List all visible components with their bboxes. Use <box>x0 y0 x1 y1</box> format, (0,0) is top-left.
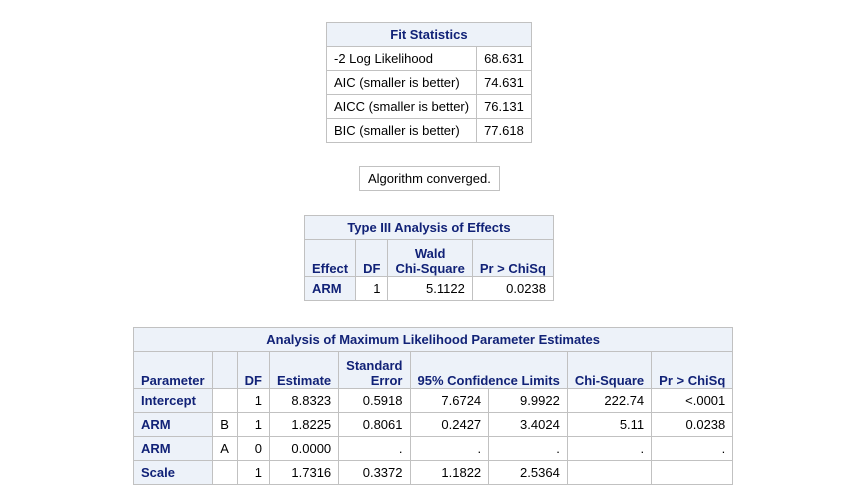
table-row: -2 Log Likelihood 68.631 <box>325 46 532 71</box>
param-level: B <box>211 412 238 437</box>
fit-stat-label: -2 Log Likelihood <box>325 46 478 71</box>
param-name: Scale <box>133 460 213 485</box>
table-row: AICC (smaller is better) 76.131 <box>325 94 532 119</box>
col-header-wald-line1: Wald <box>414 246 446 261</box>
param-p: 0.0238 <box>651 412 734 437</box>
param-se: 0.5918 <box>338 388 411 413</box>
param-ci-lower: 0.2427 <box>409 412 490 437</box>
param-df: 1 <box>236 412 270 437</box>
col-header-parameter: Parameter <box>133 351 213 389</box>
fit-stat-label: AIC (smaller is better) <box>325 70 478 95</box>
param-ci-upper: 9.9922 <box>488 388 568 413</box>
col-header-level <box>211 351 238 389</box>
fit-statistics-table: Fit Statistics -2 Log Likelihood 68.631 … <box>325 22 532 143</box>
col-header-standard-error: Standard Error <box>338 351 411 389</box>
param-ci-upper: 2.5364 <box>488 460 568 485</box>
param-se: . <box>338 436 411 461</box>
param-ci-upper: 3.4024 <box>488 412 568 437</box>
type3-title: Type III Analysis of Effects <box>304 215 554 240</box>
col-header-wald-line2: Chi-Square <box>395 261 465 276</box>
param-estimate: 1.8225 <box>268 412 340 437</box>
fit-stat-label: BIC (smaller is better) <box>325 118 478 143</box>
col-header-estimate: Estimate <box>268 351 340 389</box>
effect-chisq: 5.1122 <box>387 276 473 301</box>
col-header-df: DF <box>355 239 389 277</box>
mle-title: Analysis of Maximum Likelihood Parameter… <box>132 327 734 352</box>
fit-stat-value: 76.131 <box>476 94 532 119</box>
param-name: Intercept <box>133 388 213 413</box>
col-header-confidence-limits: 95% Confidence Limits <box>409 351 568 389</box>
effect-name: ARM <box>303 276 357 301</box>
param-ci-lower: 1.1822 <box>409 460 490 485</box>
convergence-status: Algorithm converged. <box>359 166 500 191</box>
param-name: ARM <box>133 412 213 437</box>
table-row: AIC (smaller is better) 74.631 <box>325 70 532 95</box>
fit-statistics-title: Fit Statistics <box>326 22 532 47</box>
col-header-df: DF <box>236 351 270 389</box>
fit-stat-label: AICC (smaller is better) <box>325 94 478 119</box>
param-se: 0.8061 <box>338 412 411 437</box>
col-header-chisq: Chi-Square <box>566 351 653 389</box>
table-row: ARM B 1 1.8225 0.8061 0.2427 3.4024 5.11… <box>133 412 734 437</box>
param-ci-lower: 7.6724 <box>409 388 490 413</box>
param-chisq: 5.11 <box>566 412 653 437</box>
param-df: 0 <box>236 436 270 461</box>
table-row: ARM 1 5.1122 0.0238 <box>303 276 554 301</box>
effect-p: 0.0238 <box>471 276 554 301</box>
param-chisq: . <box>566 436 653 461</box>
col-header-effect: Effect <box>303 239 357 277</box>
param-level: A <box>211 436 238 461</box>
param-level <box>211 388 238 413</box>
param-name: ARM <box>133 436 213 461</box>
col-header-wald-chisq: Wald Chi-Square <box>387 239 473 277</box>
table-row: Intercept 1 8.8323 0.5918 7.6724 9.9922 … <box>133 388 734 413</box>
mle-estimates-table: Analysis of Maximum Likelihood Parameter… <box>132 327 734 485</box>
param-estimate: 0.0000 <box>268 436 340 461</box>
table-row: ARM A 0 0.0000 . . . . . <box>133 436 734 461</box>
param-level <box>211 460 238 485</box>
param-ci-lower: . <box>409 436 490 461</box>
col-header-p: Pr > ChiSq <box>471 239 554 277</box>
param-chisq <box>566 460 653 485</box>
fit-stat-value: 68.631 <box>476 46 532 71</box>
param-se: 0.3372 <box>338 460 411 485</box>
param-estimate: 1.7316 <box>268 460 340 485</box>
table-row: Scale 1 1.7316 0.3372 1.1822 2.5364 <box>133 460 734 485</box>
param-p: . <box>651 436 734 461</box>
param-ci-upper: . <box>488 436 568 461</box>
table-row: BIC (smaller is better) 77.618 <box>325 118 532 143</box>
fit-stat-value: 77.618 <box>476 118 532 143</box>
fit-stat-value: 74.631 <box>476 70 532 95</box>
param-p <box>651 460 734 485</box>
param-p: <.0001 <box>651 388 734 413</box>
param-df: 1 <box>236 388 270 413</box>
col-header-p: Pr > ChiSq <box>651 351 734 389</box>
col-header-se-line2: Error <box>370 373 403 388</box>
param-chisq: 222.74 <box>566 388 653 413</box>
type3-effects-table: Type III Analysis of Effects Effect DF W… <box>303 215 554 301</box>
param-df: 1 <box>236 460 270 485</box>
param-estimate: 8.8323 <box>268 388 340 413</box>
col-header-se-line1: Standard <box>346 358 403 373</box>
effect-df: 1 <box>355 276 389 301</box>
